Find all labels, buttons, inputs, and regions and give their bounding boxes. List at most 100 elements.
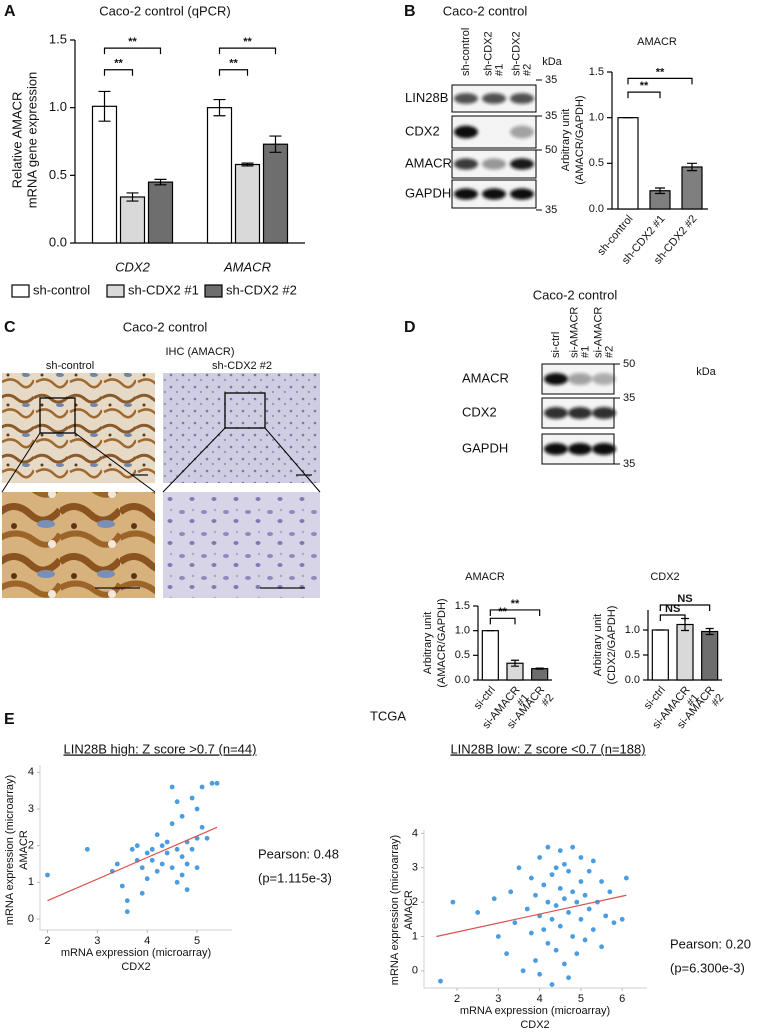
blot-band [510, 93, 534, 104]
x-tick-label: 4 [537, 993, 543, 1005]
point [124, 909, 130, 915]
lane-label: si-ctrl [550, 332, 562, 358]
ihc-column: sh-control [46, 360, 94, 372]
point [475, 910, 481, 915]
y-tick-label: 0.5 [589, 157, 604, 169]
chart-title: Caco-2 control (qPCR) [99, 3, 231, 18]
y-axis-label: AMACR [18, 830, 30, 870]
point [438, 978, 443, 984]
marker-label: 50 [623, 358, 635, 370]
point [450, 899, 456, 905]
axis [423, 830, 647, 989]
lane-label: #1 [493, 64, 505, 76]
lane-label: #2 [521, 64, 533, 76]
point [537, 855, 543, 860]
marker-label: 50 [545, 144, 557, 156]
point [144, 850, 150, 856]
point [169, 784, 175, 790]
row-label: GAPDH [405, 185, 451, 200]
error-bar [655, 187, 665, 195]
point [553, 865, 559, 871]
x-tick-label: 5 [578, 993, 584, 1005]
x-axis-label: CDX2 [121, 961, 150, 973]
point [134, 843, 140, 849]
point [528, 930, 534, 936]
legend-label: sh-CDX2 #1 [128, 282, 199, 297]
significance-bracket [103, 47, 162, 55]
point [566, 910, 571, 915]
error-bar [241, 162, 254, 167]
blot-band [482, 188, 506, 200]
y-tick-label: 0.0 [625, 674, 640, 686]
lane-label: sh-control [460, 28, 472, 76]
annotation: (p=6.300e-3) [670, 960, 745, 975]
row-label: LIN28B [405, 90, 448, 105]
point [590, 858, 596, 864]
point [520, 968, 526, 974]
y-tick-label: 2 [412, 896, 418, 908]
legend-swatch [106, 284, 125, 298]
point [159, 861, 165, 867]
point [512, 920, 518, 926]
point [149, 846, 155, 852]
y-tick-label: 1 [28, 876, 34, 888]
point [574, 951, 580, 957]
blot-band [510, 158, 534, 170]
ihc-zoom-image [163, 492, 320, 598]
point [586, 906, 592, 912]
error-bar [705, 627, 714, 636]
point [199, 824, 205, 830]
y-tick-label: 0.5 [49, 167, 67, 182]
y-tick-label: 1.0 [625, 624, 640, 636]
x-tick-label: 3 [94, 935, 100, 947]
point [45, 872, 50, 878]
zoom-box [224, 392, 266, 429]
point [209, 780, 215, 786]
point [537, 971, 543, 977]
x-tick-label: 5 [194, 935, 200, 947]
error-bar [511, 659, 519, 667]
chart-title: AMACR [637, 36, 677, 48]
significance-bracket [218, 69, 249, 76]
point [179, 854, 185, 860]
y-tick-label: 0.5 [625, 649, 640, 661]
y-axis-label: mRNA expression (microarray) [4, 775, 16, 925]
bar [676, 623, 694, 681]
marker-label: 35 [623, 392, 635, 404]
y-tick-label: 1.5 [455, 600, 470, 612]
axis [39, 765, 232, 931]
blot-band [592, 443, 616, 455]
annotation: Pearson: 0.20 [670, 936, 751, 951]
blot-band [510, 125, 534, 139]
zoom-box [39, 397, 76, 434]
point [545, 940, 551, 946]
panel-letter: D [404, 319, 416, 336]
point [124, 898, 130, 904]
bar [701, 630, 719, 681]
point [164, 839, 170, 845]
marker-label: 35 [545, 110, 557, 122]
scale-bar [95, 474, 312, 589]
y-axis-label: mRNA gene expression [24, 72, 39, 209]
y-tick-label: 1.0 [49, 99, 67, 114]
point [557, 848, 563, 854]
y-tick-label: 4 [28, 766, 34, 778]
significance-bracket [103, 69, 134, 76]
bar [206, 107, 233, 244]
point [619, 916, 625, 922]
y-tick-label: 0.5 [455, 649, 470, 661]
point [578, 879, 584, 884]
blot-band [568, 407, 592, 419]
x-axis-label: CDX2 [520, 1019, 549, 1031]
x-tick-label: 2 [44, 935, 50, 947]
point [495, 934, 501, 939]
row-label: CDX2 [405, 123, 440, 138]
point [144, 876, 150, 882]
chart-title: CDX2 [650, 571, 679, 583]
x-axis-label: mRNA expression (microarray) [460, 1005, 610, 1017]
y-tick-label: 3 [28, 803, 34, 815]
y-tick-label: 1.0 [455, 625, 470, 637]
y-tick-label: 2 [28, 840, 34, 852]
y-axis-label: Arbitrary unit [422, 612, 434, 674]
